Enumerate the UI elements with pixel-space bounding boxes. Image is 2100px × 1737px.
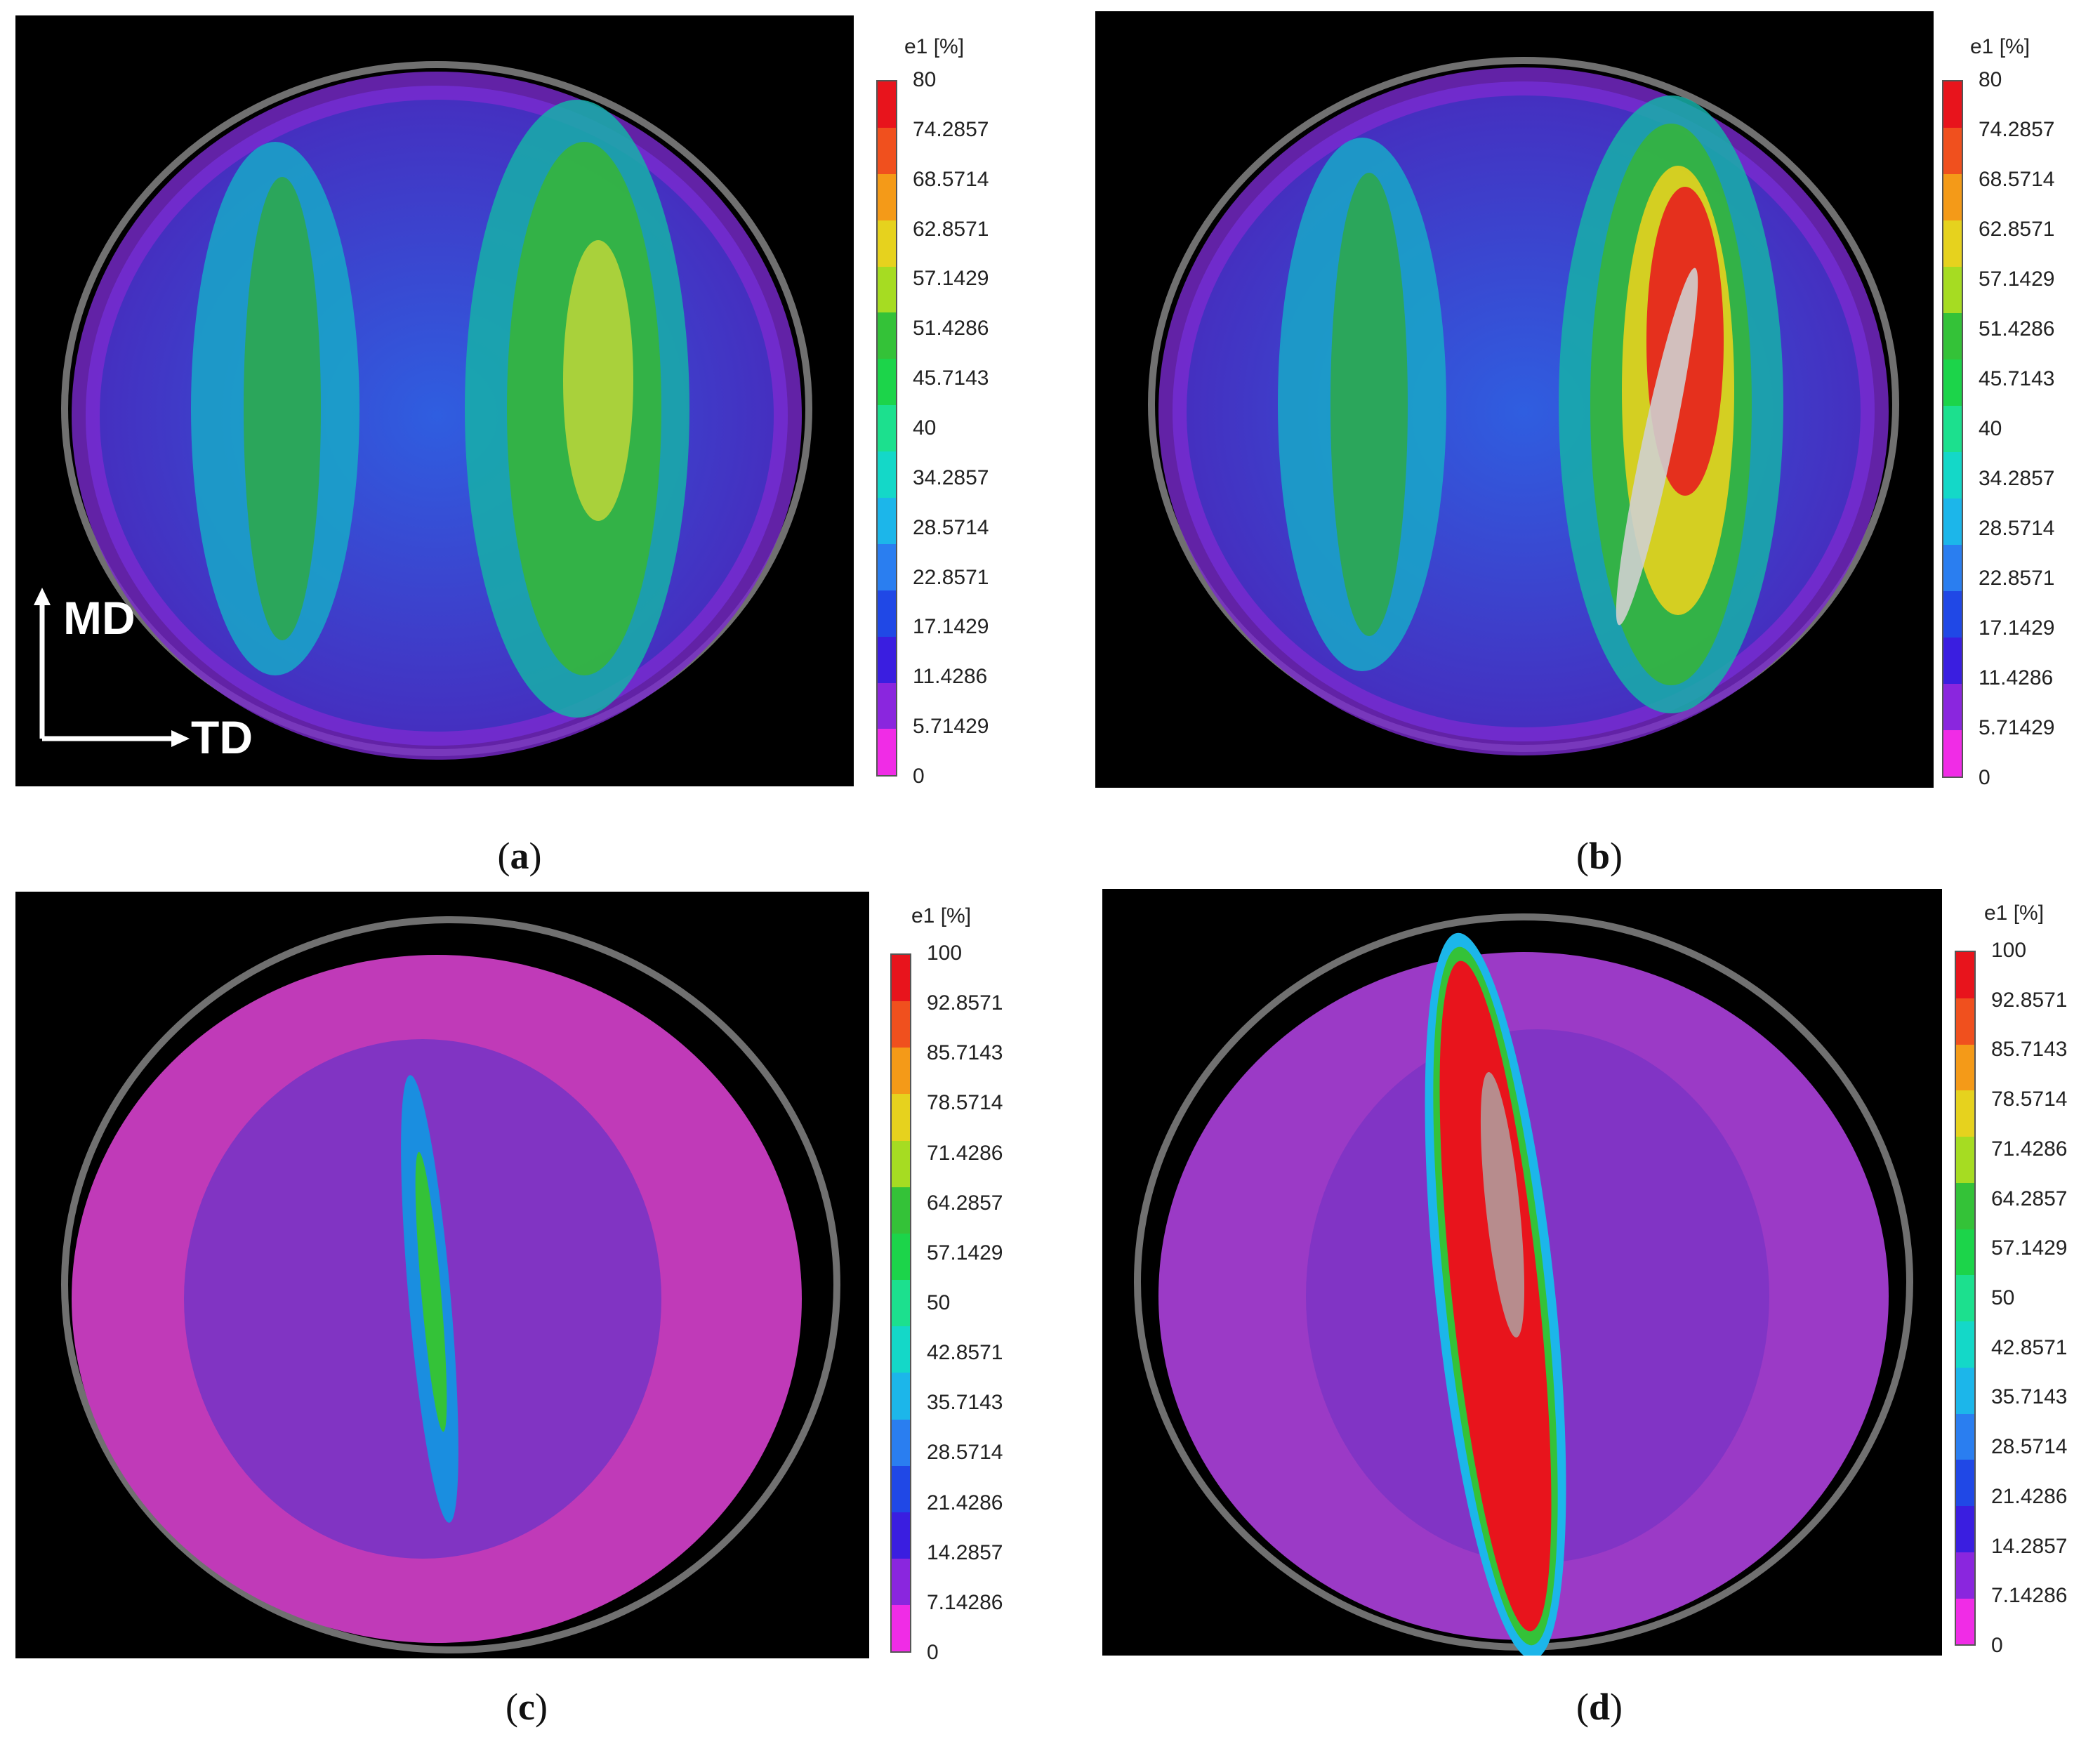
- tick-b-1: 74.2857: [1979, 118, 2055, 141]
- tick-b-9: 28.5714: [1979, 517, 2055, 540]
- tick-d-12: 14.2857: [1991, 1534, 2068, 1558]
- colorbar-title-d: e1 [%]: [1984, 901, 2045, 925]
- strain-map-image-b: [1095, 11, 1934, 788]
- tick-a-13: 5.71429: [913, 715, 989, 739]
- tick-c-13: 7.14286: [927, 1590, 1003, 1614]
- strain-map-image-c: [15, 892, 869, 1658]
- tick-c-1: 92.8571: [927, 991, 1003, 1015]
- tick-b-14: 0: [1979, 766, 1990, 789]
- tick-b-3: 62.8571: [1979, 218, 2055, 241]
- tick-c-2: 85.7143: [927, 1041, 1003, 1065]
- tick-c-8: 42.8571: [927, 1341, 1003, 1365]
- tick-a-2: 68.5714: [913, 167, 989, 191]
- tick-b-11: 17.1429: [1979, 616, 2055, 640]
- colorbar-b: e1 [%] 80 74.2857 68.5714 62.8571 57.142…: [1942, 35, 2082, 789]
- colorbar-c: e1 [%] 100 92.8571 85.7143 78.5714 71.42…: [890, 904, 1031, 1664]
- tick-d-6: 57.1429: [1991, 1236, 2068, 1260]
- tick-a-6: 45.7143: [913, 366, 989, 390]
- tick-c-12: 14.2857: [927, 1540, 1003, 1564]
- tick-a-3: 62.8571: [913, 217, 989, 241]
- tick-a-9: 28.5714: [913, 515, 989, 539]
- caption-a: (a): [497, 835, 542, 877]
- tick-c-7: 50: [927, 1291, 951, 1314]
- tick-b-4: 57.1429: [1979, 268, 2055, 291]
- tick-a-11: 17.1429: [913, 615, 989, 639]
- tick-b-7: 40: [1979, 417, 2002, 440]
- colorbar-gradient-a: [876, 80, 897, 777]
- tick-b-10: 22.8571: [1979, 567, 2055, 590]
- tick-a-12: 11.4286: [913, 665, 988, 689]
- tick-d-11: 21.4286: [1991, 1484, 2068, 1508]
- tick-b-5: 51.4286: [1979, 317, 2055, 341]
- tick-d-10: 28.5714: [1991, 1435, 2068, 1459]
- tick-d-8: 42.8571: [1991, 1335, 2068, 1359]
- tick-a-14: 0: [913, 765, 925, 788]
- tick-d-0: 100: [1991, 939, 2027, 962]
- tick-d-3: 78.5714: [1991, 1088, 2068, 1111]
- tick-a-4: 57.1429: [913, 267, 989, 291]
- tick-a-7: 40: [913, 416, 937, 440]
- tick-b-8: 34.2857: [1979, 467, 2055, 490]
- tick-b-12: 11.4286: [1979, 666, 2054, 689]
- colorbar-gradient-d: [1955, 951, 1976, 1646]
- tick-d-14: 0: [1991, 1634, 2003, 1657]
- tick-c-0: 100: [927, 942, 963, 965]
- colorbar-title-c: e1 [%]: [911, 904, 972, 927]
- tick-b-2: 68.5714: [1979, 168, 2055, 191]
- tick-d-2: 85.7143: [1991, 1038, 2068, 1062]
- tick-d-1: 92.8571: [1991, 988, 2068, 1012]
- tick-b-0: 80: [1979, 68, 2002, 91]
- tick-c-10: 28.5714: [927, 1441, 1003, 1465]
- colorbar-gradient-c: [890, 953, 911, 1653]
- colorbar-gradient-b: [1942, 80, 1963, 778]
- tick-b-13: 5.71429: [1979, 716, 2055, 739]
- tick-c-5: 64.2857: [927, 1191, 1003, 1215]
- tick-a-1: 74.2857: [913, 117, 989, 141]
- colorbar-d: e1 [%] 100 92.8571 85.7143 78.5714 71.42…: [1955, 901, 2095, 1660]
- tick-d-5: 64.2857: [1991, 1187, 2068, 1210]
- md-axis-label: MD: [63, 592, 136, 644]
- tick-d-13: 7.14286: [1991, 1584, 2068, 1608]
- tick-b-6: 45.7143: [1979, 367, 2055, 390]
- colorbar-title-b: e1 [%]: [1970, 35, 2030, 58]
- strain-map-image-a: MD TD: [15, 15, 854, 786]
- tick-d-9: 35.7143: [1991, 1385, 2068, 1409]
- tick-c-3: 78.5714: [927, 1091, 1003, 1115]
- tick-c-11: 21.4286: [927, 1491, 1003, 1514]
- tick-a-10: 22.8571: [913, 565, 989, 589]
- tick-a-5: 51.4286: [913, 317, 989, 341]
- colorbar-a: e1 [%] 80 74.2857 68.5714 62.8571 57.142…: [876, 35, 1003, 788]
- tick-c-14: 0: [927, 1641, 939, 1664]
- caption-c: (c): [506, 1686, 548, 1728]
- strain-map-image-d: [1102, 889, 1942, 1656]
- caption-d: (d): [1576, 1686, 1623, 1728]
- tick-c-9: 35.7143: [927, 1391, 1003, 1415]
- tick-c-6: 57.1429: [927, 1241, 1003, 1264]
- tick-c-4: 71.4286: [927, 1141, 1003, 1165]
- tick-d-4: 71.4286: [1991, 1137, 2068, 1161]
- caption-b: (b): [1576, 835, 1623, 877]
- tick-a-0: 80: [913, 68, 937, 91]
- td-axis-label: TD: [191, 711, 253, 763]
- tick-a-8: 34.2857: [913, 465, 989, 489]
- colorbar-title-a: e1 [%]: [904, 35, 965, 58]
- tick-d-7: 50: [1991, 1286, 2015, 1309]
- md-td-arrows: [34, 588, 190, 747]
